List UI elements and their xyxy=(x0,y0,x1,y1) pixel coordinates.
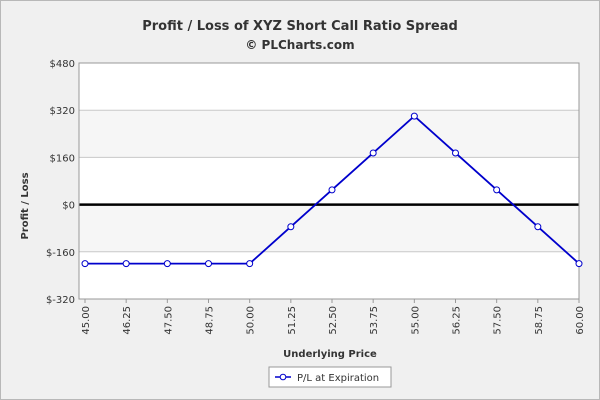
x-tick-label: 50.00 xyxy=(246,306,257,335)
x-tick-label: 53.75 xyxy=(369,306,380,335)
legend-label: P/L at Expiration xyxy=(297,373,379,384)
data-point xyxy=(452,149,459,157)
data-point xyxy=(369,149,377,157)
y-axis-label: Profit / Loss xyxy=(20,172,31,239)
plot-band xyxy=(79,157,579,205)
plot-band xyxy=(79,63,579,111)
x-tick-label: 45.00 xyxy=(81,306,92,335)
y-tick-label: $320 xyxy=(50,106,75,117)
x-tick-label: 56.25 xyxy=(452,306,463,335)
data-point xyxy=(246,260,254,268)
data-point xyxy=(410,112,418,120)
x-tick-label: 46.25 xyxy=(122,306,133,335)
y-tick-label: $160 xyxy=(50,153,75,164)
data-point xyxy=(81,260,89,268)
y-tick-label: $0 xyxy=(62,201,75,212)
legend-marker xyxy=(279,373,287,381)
y-tick-label: $-160 xyxy=(46,248,75,259)
x-tick-label: 48.75 xyxy=(205,306,216,335)
plot-border xyxy=(78,62,580,300)
x-axis-label: Underlying Price xyxy=(283,349,377,360)
x-tick-label: 52.50 xyxy=(328,306,339,335)
legend: P/L at Expiration xyxy=(268,366,392,388)
plot-band xyxy=(79,110,579,158)
x-tick-label: 58.75 xyxy=(534,306,545,335)
data-point xyxy=(328,186,336,194)
data-point xyxy=(534,223,542,231)
y-tick-label: $480 xyxy=(50,59,75,70)
chart-subtitle: © PLCharts.com xyxy=(245,38,354,52)
x-tick-label: 47.50 xyxy=(163,306,174,335)
plot-area: $480 $320 $160 $0 $-160 $-320 45.00 46.25 47.50 4… xyxy=(46,59,586,335)
plot-band xyxy=(79,251,579,299)
chart-title: Profit / Loss of XYZ Short Call Ratio Sp… xyxy=(142,19,458,34)
y-tick-label: $-320 xyxy=(46,295,75,306)
data-point xyxy=(575,260,583,268)
data-point xyxy=(122,260,130,268)
x-tick-label: 55.00 xyxy=(410,306,421,335)
data-point xyxy=(163,260,171,268)
data-point xyxy=(493,186,501,194)
plot-band xyxy=(79,204,579,252)
data-point xyxy=(287,223,295,231)
legend-box xyxy=(268,366,392,388)
x-tick-label: 57.50 xyxy=(493,306,504,335)
data-point xyxy=(205,260,212,268)
x-tick-label: 51.25 xyxy=(287,306,298,335)
x-tick-label: 60.00 xyxy=(575,306,586,335)
